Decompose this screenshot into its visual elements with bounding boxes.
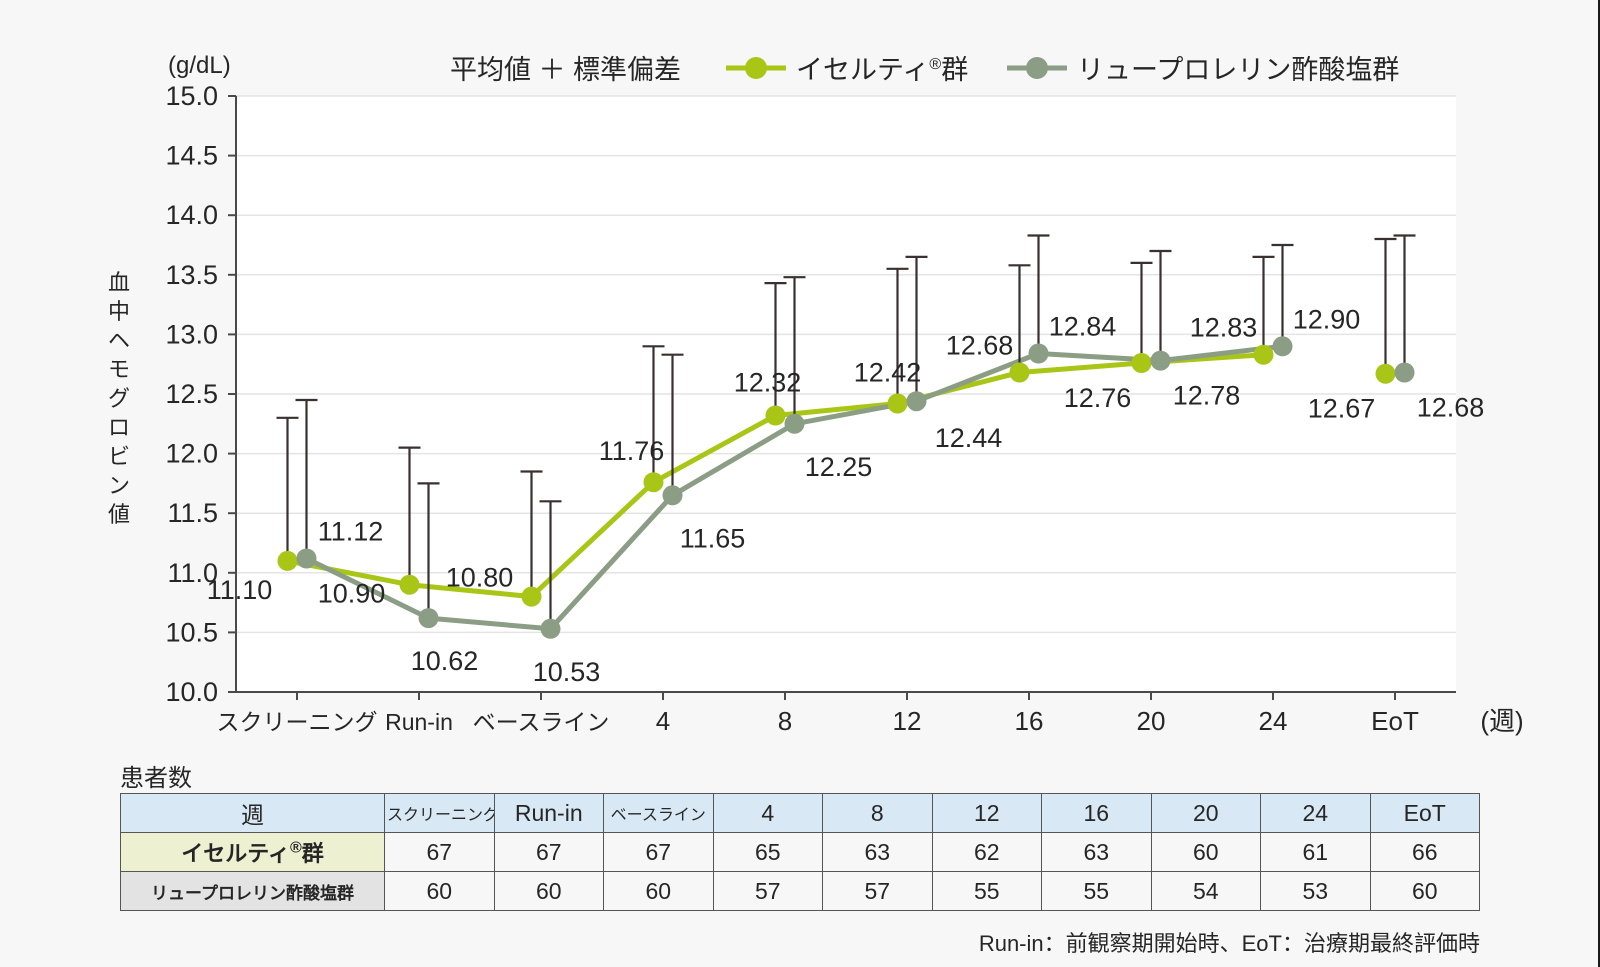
svg-text:4: 4 (656, 706, 670, 736)
svg-text:12.90: 12.90 (1293, 304, 1361, 334)
svg-text:20: 20 (1137, 706, 1166, 736)
svg-text:12.84: 12.84 (1049, 312, 1117, 342)
svg-text:24: 24 (1259, 706, 1288, 736)
svg-text:16: 16 (1015, 706, 1044, 736)
svg-text:12.42: 12.42 (854, 358, 922, 388)
svg-text:(週): (週) (1480, 706, 1523, 736)
svg-text:11.65: 11.65 (680, 523, 746, 553)
svg-text:14.0: 14.0 (165, 200, 218, 230)
svg-text:12.32: 12.32 (734, 368, 802, 398)
svg-text:14.5: 14.5 (165, 141, 218, 171)
svg-text:12.78: 12.78 (1173, 381, 1241, 411)
svg-text:10.90: 10.90 (318, 579, 386, 609)
svg-text:12.5: 12.5 (165, 379, 218, 409)
svg-text:10.62: 10.62 (411, 646, 479, 676)
svg-text:10.5: 10.5 (165, 617, 218, 647)
svg-text:12.76: 12.76 (1064, 383, 1132, 413)
svg-text:EoT: EoT (1371, 706, 1419, 736)
svg-text:12.68: 12.68 (946, 331, 1014, 361)
svg-text:11.5: 11.5 (167, 498, 218, 528)
svg-text:12.67: 12.67 (1308, 394, 1376, 424)
svg-text:12.83: 12.83 (1190, 313, 1258, 343)
svg-text:11.12: 11.12 (318, 517, 384, 547)
svg-text:ベースライン: ベースライン (473, 709, 610, 735)
svg-text:12.44: 12.44 (935, 423, 1003, 453)
svg-text:10.53: 10.53 (533, 657, 601, 687)
svg-text:12.25: 12.25 (805, 452, 873, 482)
svg-text:13.5: 13.5 (165, 260, 218, 290)
svg-text:12.68: 12.68 (1417, 393, 1485, 423)
svg-text:スクリーニング: スクリーニング (217, 709, 378, 735)
svg-text:15.0: 15.0 (165, 81, 218, 111)
svg-text:12.0: 12.0 (165, 439, 218, 469)
svg-text:10.0: 10.0 (165, 677, 218, 707)
svg-text:13.0: 13.0 (165, 319, 218, 349)
svg-text:10.80: 10.80 (446, 563, 514, 593)
svg-text:11.76: 11.76 (599, 436, 665, 466)
svg-text:11.10: 11.10 (207, 575, 273, 605)
svg-text:8: 8 (778, 706, 792, 736)
svg-text:Run-in: Run-in (385, 709, 453, 735)
svg-text:12: 12 (893, 706, 922, 736)
